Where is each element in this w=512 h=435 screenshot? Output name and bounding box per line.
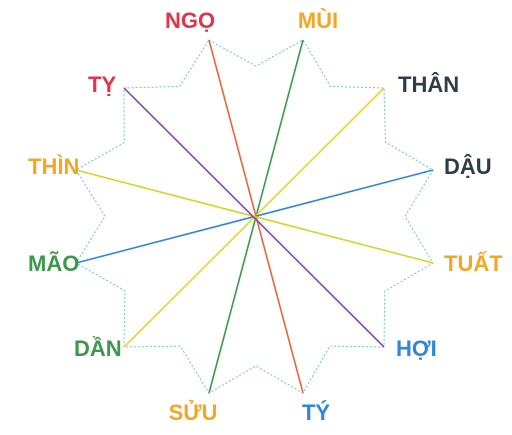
connection-hoi-ty bbox=[123, 87, 385, 348]
branch-label-mui: MÙI bbox=[298, 8, 338, 33]
connection-tuat-thin bbox=[75, 169, 434, 264]
branch-label-ngo: NGỌ bbox=[165, 8, 215, 33]
branch-label-dau: DẬU bbox=[444, 154, 492, 179]
branch-label-suu: SỬU bbox=[169, 400, 218, 425]
branch-label-dan: DẦN bbox=[74, 336, 122, 361]
branch-label-than: THÂN bbox=[398, 72, 459, 97]
branch-label-ty-ti: TÝ bbox=[302, 400, 330, 425]
branch-label-thin: THÌN bbox=[28, 154, 79, 179]
branch-label-hoi: HỢI bbox=[396, 336, 437, 361]
branch-label-tuat: TUẤT bbox=[444, 251, 503, 276]
branch-label-ty: TỴ bbox=[88, 72, 116, 97]
branch-label-mao: MÃO bbox=[28, 251, 79, 276]
